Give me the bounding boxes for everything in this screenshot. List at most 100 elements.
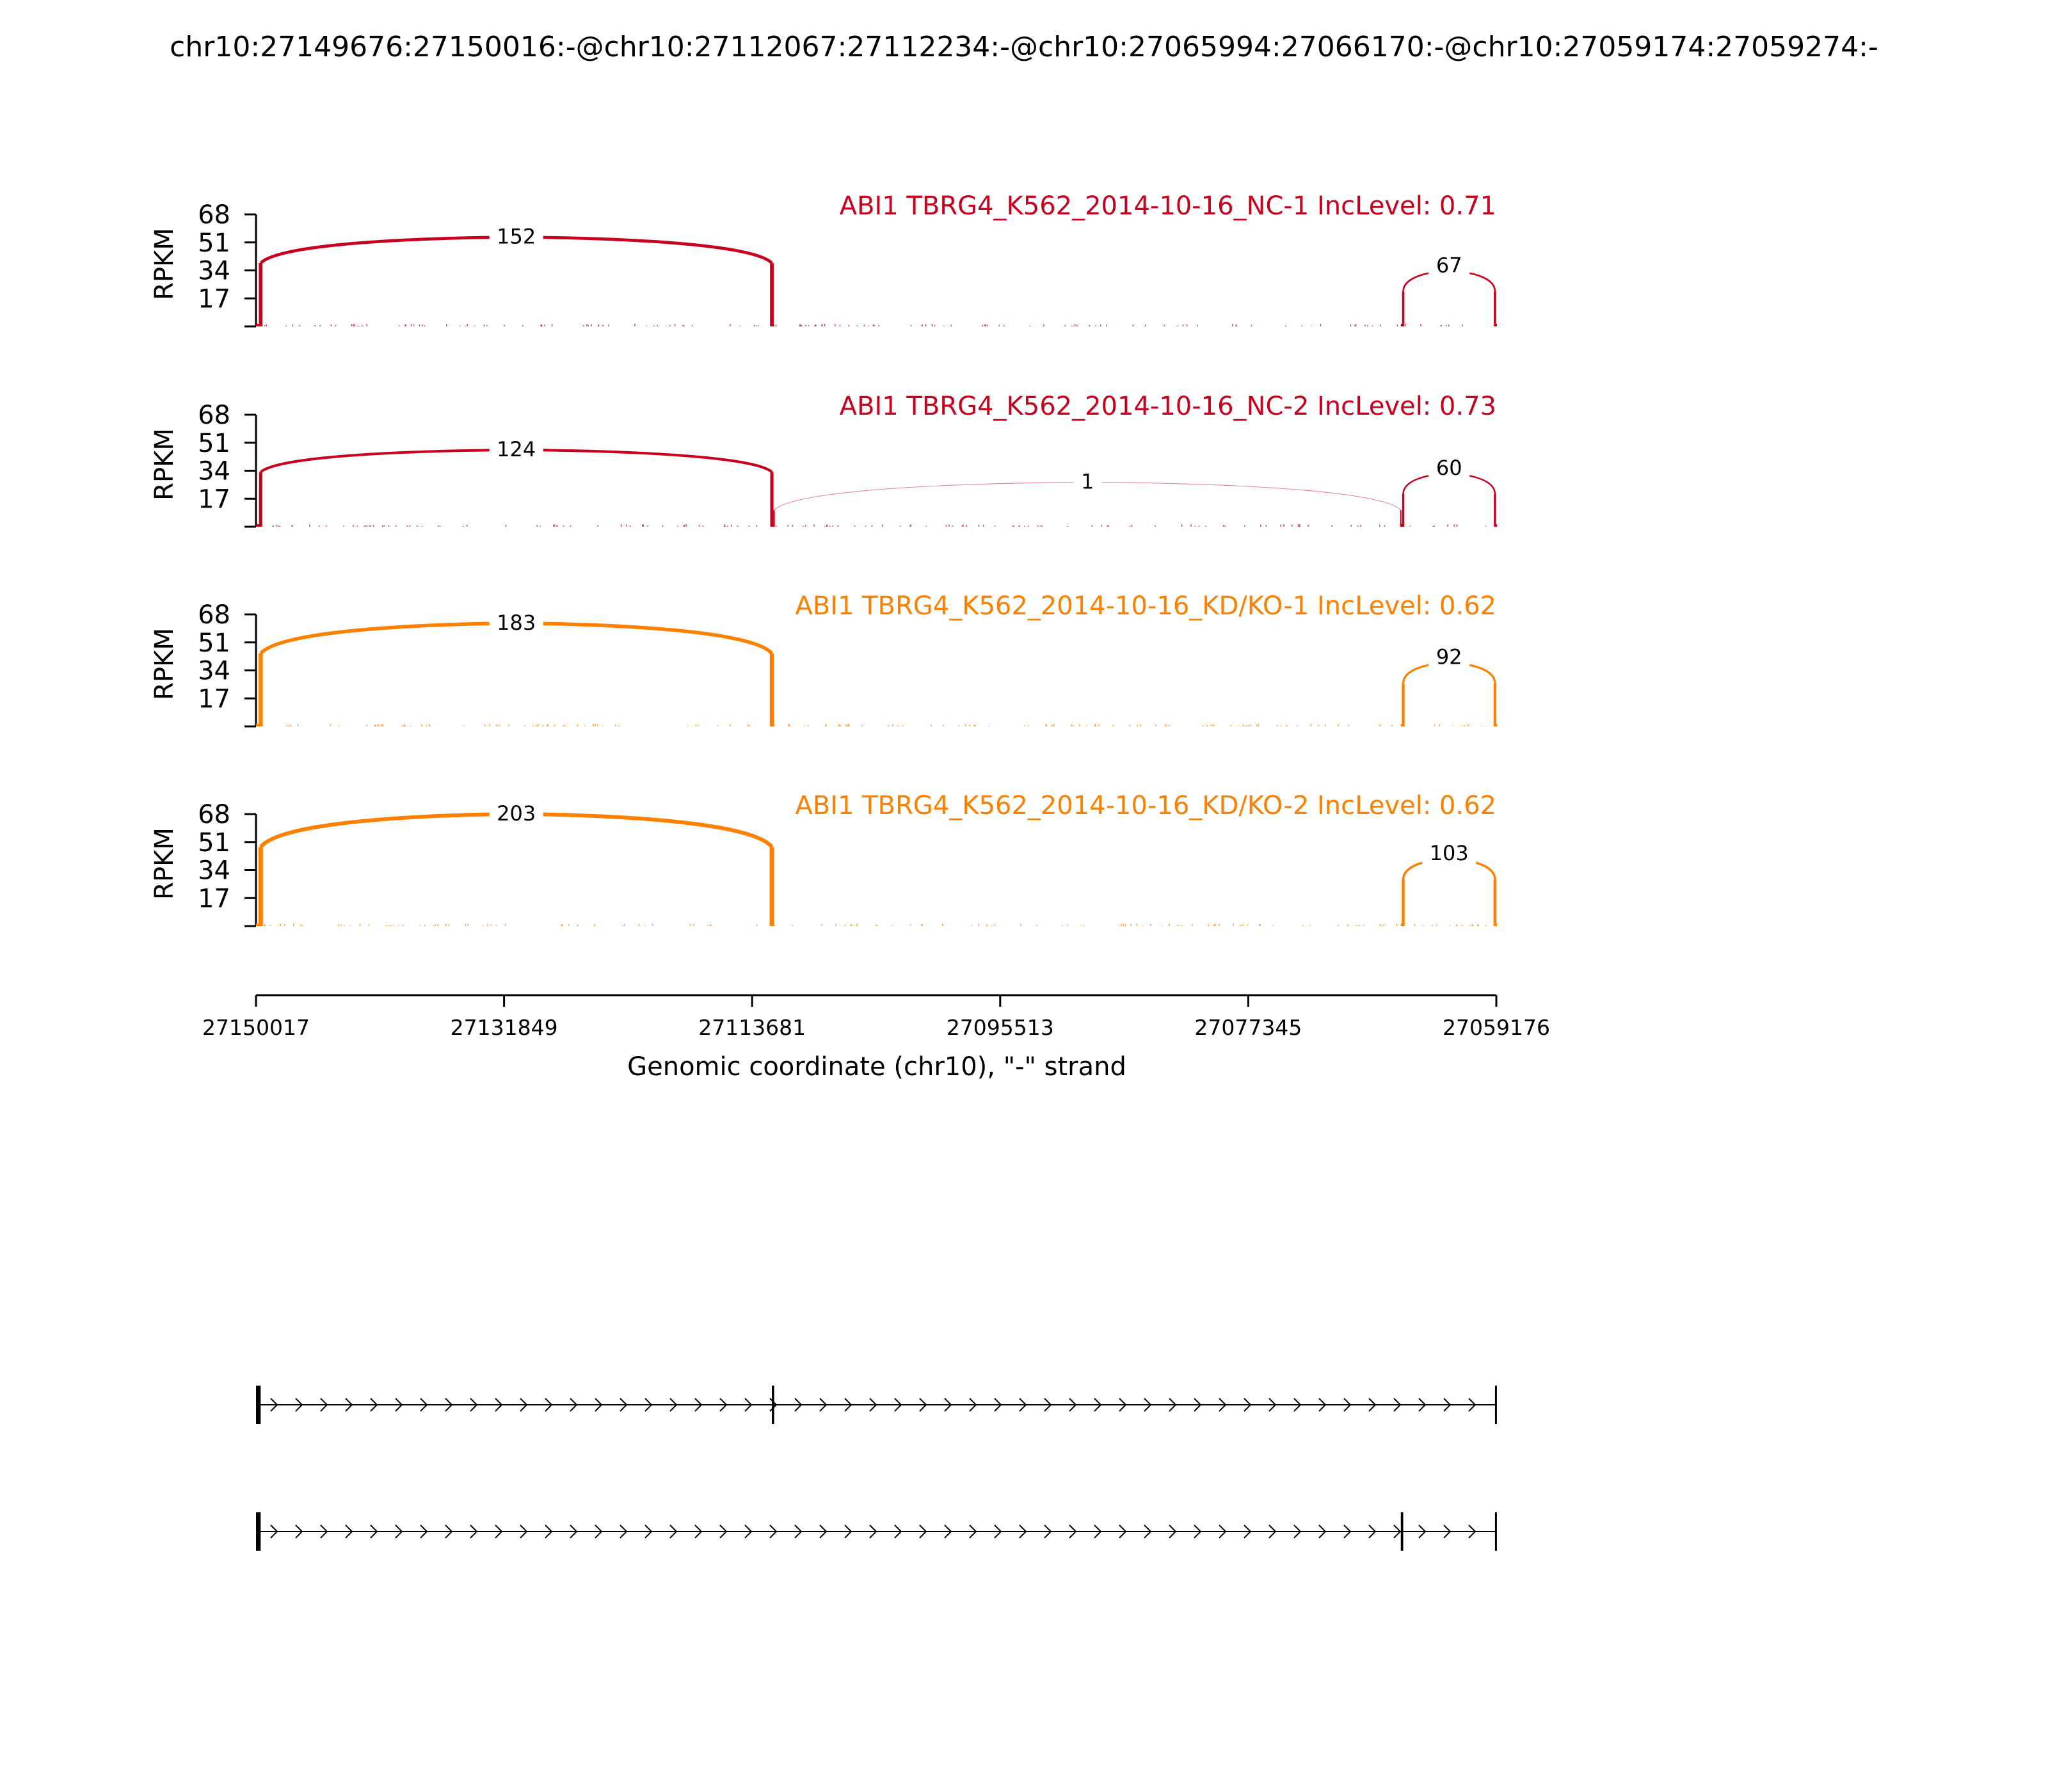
strand-arrow	[919, 1398, 927, 1412]
strand-arrow	[320, 1398, 328, 1412]
strand-arrow	[420, 1524, 428, 1539]
strand-arrow	[794, 1524, 803, 1539]
strand-arrow	[1044, 1524, 1052, 1539]
strand-arrow	[545, 1524, 553, 1539]
strand-arrow	[295, 1398, 303, 1412]
strand-arrow	[844, 1398, 852, 1412]
strand-arrow	[1169, 1398, 1177, 1412]
exon-coverage	[256, 324, 261, 326]
y-tick-label: 68	[198, 800, 230, 829]
strand-arrow	[1169, 1524, 1177, 1539]
y-tick-label: 51	[198, 429, 230, 458]
y-tick-label: 17	[198, 884, 230, 913]
junction-label-bg	[1073, 469, 1102, 493]
strand-arrow	[570, 1524, 578, 1539]
x-axis: 27150017 27131849 27113681 27095513 27077345…	[202, 994, 1550, 1040]
strand-arrow	[1019, 1398, 1027, 1412]
junction-label-bg	[489, 437, 543, 461]
strand-arrow	[869, 1524, 877, 1539]
strand-arrow	[1343, 1524, 1352, 1539]
x-tick-label: 27059176	[1443, 1015, 1550, 1040]
x-tick-label: 27150017	[202, 1015, 310, 1040]
sample-label: ABI1 TBRG4_K562_2014-10-16_NC-1 IncLevel…	[840, 191, 1496, 221]
strand-arrow	[994, 1524, 1002, 1539]
isoform-tracks	[256, 1386, 1497, 1551]
strand-arrow	[1044, 1398, 1052, 1412]
strand-arrow	[1268, 1524, 1277, 1539]
strand-arrow	[819, 1398, 828, 1412]
strand-arrow	[1094, 1524, 1102, 1539]
strand-arrow	[1194, 1524, 1202, 1539]
junction-count-label: 60	[1436, 456, 1462, 480]
strand-arrow	[1219, 1524, 1227, 1539]
exon-block	[772, 1386, 774, 1424]
strand-arrow	[1019, 1524, 1027, 1539]
strand-arrow	[520, 1524, 528, 1539]
y-tick-label: 34	[198, 257, 230, 286]
strand-arrow	[1393, 1524, 1402, 1539]
strand-arrow	[370, 1398, 378, 1412]
strand-arrow	[420, 1398, 428, 1412]
isoform-track	[256, 1512, 1497, 1551]
strand-arrow	[1144, 1398, 1152, 1412]
exon-block	[1494, 1512, 1497, 1551]
y-tick-label: 68	[198, 401, 230, 430]
junction-count-label: 152	[497, 225, 536, 249]
strand-arrow	[719, 1524, 728, 1539]
strand-arrow	[295, 1524, 303, 1539]
exon-coverage	[1400, 524, 1404, 527]
strand-arrow	[1318, 1398, 1327, 1412]
x-tick-label: 27131849	[451, 1015, 558, 1040]
strand-arrow	[1368, 1398, 1377, 1412]
strand-arrow	[894, 1524, 902, 1539]
y-axis-label: RPKM	[150, 628, 179, 700]
junction-count-label: 183	[497, 611, 536, 635]
y-tick-label: 51	[198, 828, 230, 858]
strand-arrow	[1244, 1398, 1252, 1412]
strand-arrow	[320, 1524, 328, 1539]
strand-arrow	[1094, 1398, 1102, 1412]
strand-arrow	[345, 1524, 353, 1539]
y-tick-label: 68	[198, 600, 230, 630]
junction-count-label: 103	[1430, 841, 1469, 865]
junction-count-label: 1	[1081, 470, 1094, 494]
strand-arrow	[1293, 1524, 1302, 1539]
strand-arrow	[570, 1398, 578, 1412]
strand-arrow	[495, 1398, 503, 1412]
y-tick-label: 34	[198, 457, 230, 486]
strand-arrow	[744, 1398, 753, 1412]
strand-arrow	[495, 1524, 503, 1539]
strand-arrow	[445, 1524, 453, 1539]
strand-arrow	[644, 1398, 653, 1412]
strand-arrow	[894, 1398, 902, 1412]
strand-arrow	[1368, 1524, 1377, 1539]
strand-arrow	[395, 1524, 403, 1539]
junction-label-bg	[1428, 455, 1470, 479]
x-tick-label: 27113681	[698, 1015, 806, 1040]
strand-arrow	[1293, 1398, 1302, 1412]
y-tick-label: 51	[198, 628, 230, 658]
strand-arrow	[1219, 1398, 1227, 1412]
strand-arrow	[1393, 1398, 1402, 1412]
strand-arrow	[669, 1524, 678, 1539]
strand-arrow	[1069, 1398, 1077, 1412]
y-axis-label: RPKM	[150, 428, 179, 500]
y-axis-label: RPKM	[150, 228, 179, 300]
exon-coverage	[256, 724, 261, 726]
strand-arrow	[520, 1398, 528, 1412]
strand-arrow	[669, 1398, 678, 1412]
junction-label-bg	[489, 610, 543, 634]
sample-label: ABI1 TBRG4_K562_2014-10-16_KD/KO-1 IncLe…	[795, 591, 1496, 621]
strand-arrow	[1443, 1398, 1452, 1412]
strand-arrow	[345, 1398, 353, 1412]
strand-arrow	[620, 1398, 628, 1412]
y-tick-label: 17	[198, 484, 230, 514]
junction-count-label: 124	[497, 437, 536, 461]
exon-coverage	[1400, 324, 1404, 326]
strand-arrow	[869, 1398, 877, 1412]
strand-arrow	[969, 1398, 977, 1412]
